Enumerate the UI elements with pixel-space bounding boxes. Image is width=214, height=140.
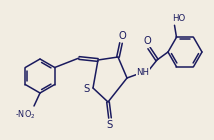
Text: S: S bbox=[84, 84, 90, 94]
Text: S: S bbox=[107, 120, 113, 130]
Text: -NO$_2$: -NO$_2$ bbox=[15, 109, 35, 121]
Text: HO: HO bbox=[172, 14, 185, 23]
Text: NH: NH bbox=[137, 67, 150, 76]
Text: O: O bbox=[118, 31, 126, 41]
Text: O: O bbox=[143, 36, 151, 46]
